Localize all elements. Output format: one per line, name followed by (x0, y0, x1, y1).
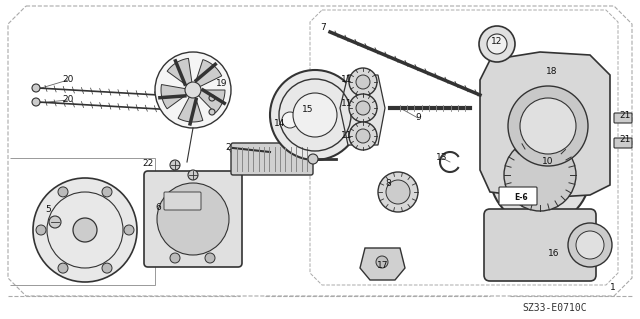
Text: 18: 18 (547, 68, 557, 77)
Circle shape (102, 187, 112, 197)
Text: SZ33-E0710C: SZ33-E0710C (523, 303, 588, 313)
Circle shape (282, 112, 298, 128)
Circle shape (32, 84, 40, 92)
Circle shape (276, 106, 304, 134)
Circle shape (508, 86, 588, 166)
Circle shape (356, 75, 370, 89)
Polygon shape (161, 85, 186, 109)
Text: 8: 8 (385, 180, 391, 189)
Circle shape (487, 34, 507, 54)
Text: 11: 11 (341, 131, 353, 140)
Polygon shape (178, 97, 203, 122)
Text: 15: 15 (302, 106, 314, 115)
FancyBboxPatch shape (144, 171, 242, 267)
Circle shape (33, 178, 137, 282)
FancyBboxPatch shape (484, 209, 596, 281)
Text: 1: 1 (610, 284, 616, 293)
Polygon shape (195, 60, 221, 86)
Polygon shape (480, 52, 610, 198)
Circle shape (349, 122, 377, 150)
Text: 19: 19 (216, 79, 228, 88)
Text: 9: 9 (415, 114, 421, 122)
Circle shape (349, 68, 377, 96)
Circle shape (356, 129, 370, 143)
Circle shape (124, 225, 134, 235)
FancyBboxPatch shape (164, 192, 201, 210)
Circle shape (378, 172, 418, 212)
Text: 21: 21 (620, 136, 630, 145)
Circle shape (157, 183, 229, 255)
Circle shape (568, 223, 612, 267)
Circle shape (205, 253, 215, 263)
Circle shape (188, 170, 198, 180)
FancyBboxPatch shape (231, 143, 313, 175)
Polygon shape (167, 58, 192, 85)
Circle shape (185, 82, 201, 98)
Text: 14: 14 (275, 118, 285, 128)
Circle shape (386, 180, 410, 204)
FancyBboxPatch shape (499, 187, 537, 205)
Circle shape (504, 139, 576, 211)
Circle shape (170, 160, 180, 170)
Polygon shape (360, 248, 405, 280)
Polygon shape (198, 90, 225, 113)
FancyBboxPatch shape (614, 113, 632, 123)
Text: 11: 11 (341, 75, 353, 84)
Circle shape (58, 263, 68, 273)
Circle shape (32, 98, 40, 106)
Circle shape (479, 26, 515, 62)
Circle shape (49, 216, 61, 228)
Text: 20: 20 (62, 76, 74, 85)
Circle shape (376, 256, 388, 268)
Circle shape (58, 187, 68, 197)
Circle shape (293, 93, 337, 137)
Circle shape (209, 109, 215, 115)
Text: 7: 7 (320, 24, 326, 33)
Text: 2: 2 (225, 144, 231, 152)
Text: 12: 12 (492, 38, 502, 47)
FancyBboxPatch shape (614, 138, 632, 148)
Circle shape (209, 95, 215, 101)
Text: 16: 16 (548, 249, 560, 258)
Text: 11: 11 (341, 99, 353, 108)
Circle shape (520, 98, 576, 154)
Circle shape (170, 253, 180, 263)
Polygon shape (340, 75, 385, 145)
Text: 17: 17 (377, 261, 388, 270)
Circle shape (73, 218, 97, 242)
Circle shape (270, 70, 360, 160)
Text: 22: 22 (142, 159, 154, 167)
Text: E-6: E-6 (514, 194, 528, 203)
Circle shape (102, 263, 112, 273)
Circle shape (155, 52, 231, 128)
Circle shape (490, 125, 590, 225)
Circle shape (356, 101, 370, 115)
Text: 21: 21 (620, 110, 630, 120)
Text: 13: 13 (436, 153, 448, 162)
Text: 6: 6 (155, 204, 161, 212)
Circle shape (308, 154, 318, 164)
Circle shape (349, 94, 377, 122)
Text: 20: 20 (62, 95, 74, 105)
Text: 10: 10 (542, 158, 554, 167)
Circle shape (36, 225, 46, 235)
Circle shape (576, 231, 604, 259)
Text: 5: 5 (45, 205, 51, 214)
